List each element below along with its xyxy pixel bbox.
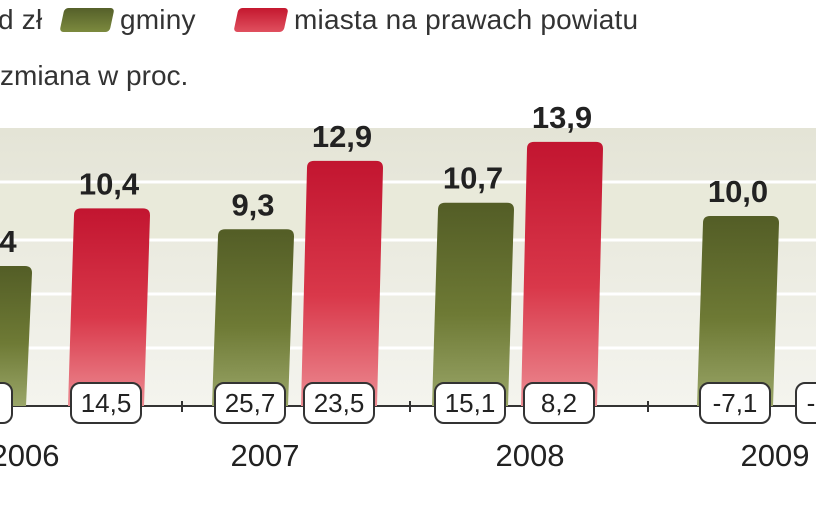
value-label: 9,3 bbox=[231, 187, 274, 222]
change-label-box bbox=[523, 382, 595, 424]
x-tick-label: 2007 bbox=[231, 438, 300, 473]
change-label-box bbox=[214, 382, 286, 424]
legend-unit-text: d zł bbox=[0, 4, 43, 35]
value-label: 10,0 bbox=[708, 174, 768, 209]
change-label-box bbox=[0, 382, 13, 424]
change-label: - bbox=[807, 388, 816, 418]
legend-label-miasta: miasta na prawach powiatu bbox=[294, 4, 639, 35]
value-label: 4 bbox=[0, 224, 17, 259]
bar-gminy-2008 bbox=[432, 202, 514, 406]
change-label-box bbox=[795, 382, 816, 424]
x-tick-label: 2006 bbox=[0, 438, 59, 473]
bar-gminy-2007 bbox=[212, 229, 294, 406]
change-label-box bbox=[699, 382, 771, 424]
x-tick-label: 2008 bbox=[496, 438, 565, 473]
bar-miasta-2008 bbox=[521, 141, 603, 406]
change-label: -7,1 bbox=[713, 388, 758, 418]
change-label-box bbox=[434, 382, 506, 424]
bar-miasta-2006 bbox=[68, 208, 150, 406]
change-label: 25,7 bbox=[225, 388, 276, 418]
change-label-box bbox=[70, 382, 142, 424]
x-tick-label: 2009 bbox=[741, 438, 810, 473]
legend-label-gminy: gminy bbox=[120, 4, 196, 35]
change-label: 14,5 bbox=[81, 388, 132, 418]
value-label: 12,9 bbox=[312, 119, 372, 154]
change-label-box bbox=[303, 382, 375, 424]
chart-subtitle: zmiana w proc. bbox=[0, 60, 189, 91]
change-label: 23,5 bbox=[314, 388, 365, 418]
value-label: 13,9 bbox=[532, 100, 592, 135]
legend: d zł gminy miasta na prawach powiatu bbox=[0, 0, 816, 44]
bar-gminy-2009 bbox=[697, 216, 779, 406]
change-label: 8,2 bbox=[541, 388, 577, 418]
bar-miasta-2007 bbox=[301, 160, 383, 406]
change-label: 15,1 bbox=[445, 388, 496, 418]
value-label: 10,4 bbox=[79, 166, 140, 201]
bar-gminy-2006 bbox=[0, 266, 32, 406]
value-label: 10,7 bbox=[443, 161, 503, 196]
